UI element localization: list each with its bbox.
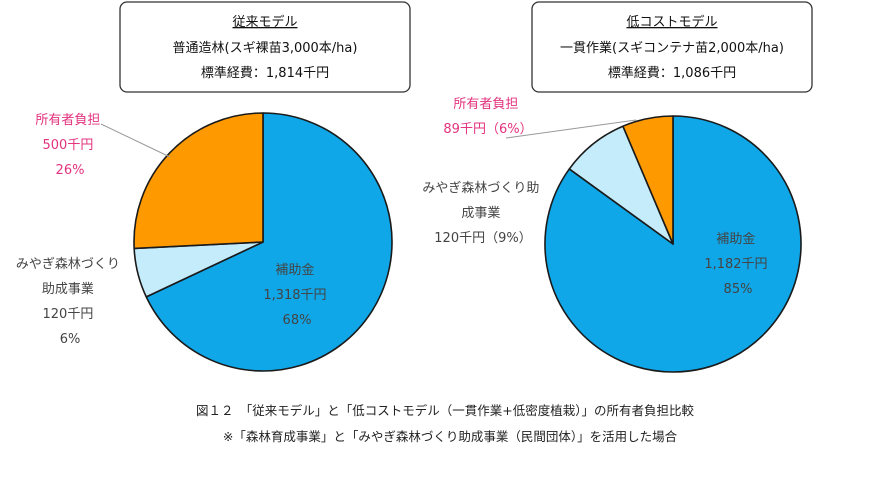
chart-right-slice-owner xyxy=(622,115,674,245)
chart-left-owner-label-amount: 500千円 xyxy=(43,138,94,153)
chart-right-header-box xyxy=(531,1,813,93)
chart-left-subsidy-label-percent: 68% xyxy=(283,313,312,328)
chart-right-miyagi-label: みやぎ森林づくり助 成事業 120千円（9%） xyxy=(422,181,543,246)
chart-left-slice-owner xyxy=(133,112,264,250)
chart-right-miyagi-label-name-2: 成事業 xyxy=(461,205,500,221)
chart-left-miyagi-label-amount: 120千円 xyxy=(43,307,94,322)
chart-left-owner-leader-line xyxy=(100,123,171,158)
chart-left-owner-label-percent: 26% xyxy=(56,163,85,178)
chart-right-subsidy-label: 補助金 1,182千円 85% xyxy=(704,231,771,297)
chart-left: 従来モデル 普通造林(スギ裸苗3,000本/ha) 標準経費：1,814千円 補… xyxy=(16,1,411,372)
chart-right-subsidy-label-amount: 1,182千円 xyxy=(704,257,767,272)
chart-right-owner-label-amount: 89千円（6%） xyxy=(443,122,532,137)
chart-left-slice-subsidy xyxy=(145,112,393,372)
chart-left-header-spec: 普通造林(スギ裸苗3,000本/ha) xyxy=(173,41,358,56)
chart-left-miyagi-label: みやぎ森林づくり 助成事業 120千円 6% xyxy=(16,257,124,347)
figure-caption: 図１２ 「従来モデル」と「低コストモデル（一貫作業+低密度植栽）」の所有者負担比… xyxy=(196,403,694,418)
chart-left-header-cost: 標準経費：1,814千円 xyxy=(201,65,329,81)
chart-right-header-title: 低コストモデル xyxy=(626,14,717,30)
chart-left-miyagi-label-percent: 6% xyxy=(60,332,81,347)
chart-right-subsidy-label-percent: 85% xyxy=(724,282,753,297)
chart-left-subsidy-label: 補助金 1,318千円 68% xyxy=(263,262,330,328)
chart-left-header-title: 従来モデル xyxy=(232,14,297,30)
chart-left-owner-label: 所有者負担 500千円 26% xyxy=(35,113,104,178)
chart-left-pie xyxy=(133,112,393,372)
chart-right: 低コストモデル 一貫作業(スギコンテナ苗2,000本/ha) 標準経費：1,08… xyxy=(422,1,813,373)
chart-left-subsidy-label-amount: 1,318千円 xyxy=(263,288,326,303)
chart-left-miyagi-label-name-2: 助成事業 xyxy=(42,281,94,297)
chart-right-owner-label-name: 所有者負担 xyxy=(453,97,518,112)
chart-right-owner-leader-line xyxy=(505,119,637,139)
chart-right-owner-label: 所有者負担 89千円（6%） xyxy=(443,97,532,137)
chart-left-owner-label-name: 所有者負担 xyxy=(35,113,100,128)
chart-right-miyagi-label-name-1: みやぎ森林づくり助 xyxy=(422,181,539,196)
chart-right-miyagi-label-amount: 120千円（9%） xyxy=(434,231,531,246)
chart-left-header-box xyxy=(119,1,411,93)
chart-right-header-cost: 標準経費：1,086千円 xyxy=(608,65,736,81)
chart-right-pie xyxy=(544,115,802,373)
chart-left-miyagi-label-name-1: みやぎ森林づくり xyxy=(16,257,120,272)
chart-right-header-spec: 一貫作業(スギコンテナ苗2,000本/ha) xyxy=(560,40,784,56)
figure-caption-note: ※「森林育成事業」と「みやぎ森林づくり助成事業（民間団体）」を活用した場合 xyxy=(223,429,678,444)
chart-left-subsidy-label-name: 補助金 xyxy=(275,262,314,278)
chart-right-subsidy-label-name: 補助金 xyxy=(716,231,755,247)
